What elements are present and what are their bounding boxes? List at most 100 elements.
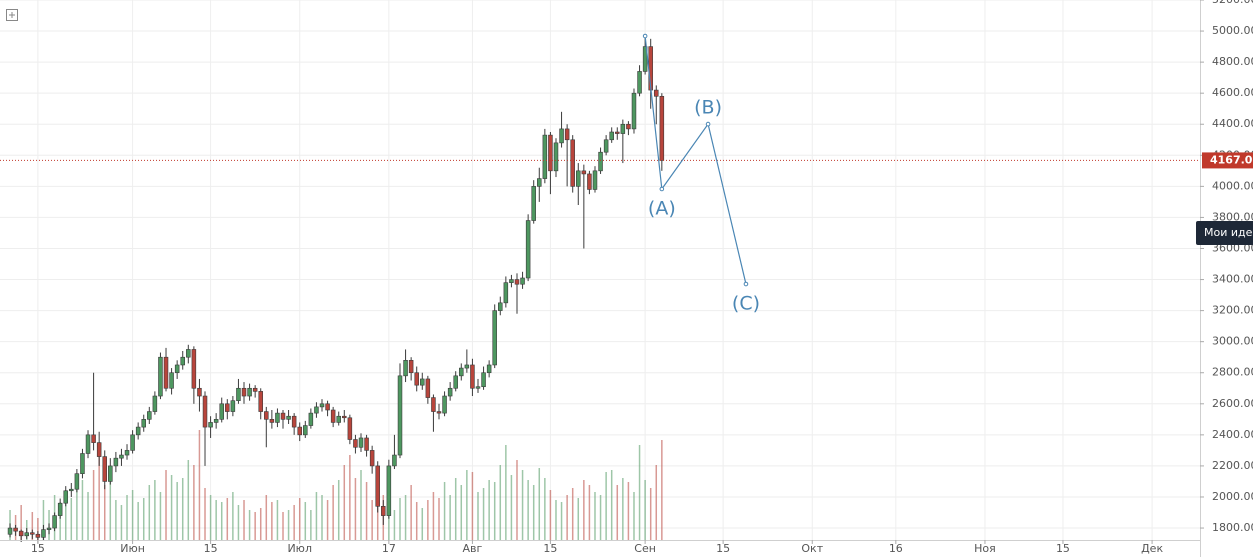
x-tick-label: Авг (463, 542, 483, 555)
candle-body (525, 220, 531, 279)
candle-body (163, 356, 169, 389)
x-tick-label: Июн (120, 542, 145, 555)
candle-body (275, 412, 280, 423)
candle-body (470, 364, 475, 389)
candle-body (141, 419, 146, 428)
candle-body (386, 465, 392, 516)
ideas-button-label[interactable]: Мои идеи (1204, 226, 1253, 239)
candle-body (659, 95, 665, 161)
y-tick-label: 4800.00 (1212, 55, 1253, 68)
candle-body (520, 277, 525, 285)
candle-body (342, 415, 347, 419)
candle-body (353, 439, 358, 448)
candle-body (492, 310, 497, 366)
candle-body (408, 360, 414, 374)
wave-label: (C) (732, 293, 760, 315)
candle-body (80, 453, 85, 474)
candle-body (69, 488, 74, 492)
candle-body (581, 170, 587, 175)
candle-body (592, 170, 598, 190)
y-tick-label: 4600.00 (1212, 86, 1253, 99)
y-tick-label: 2400.00 (1212, 428, 1253, 441)
x-tick-label: Окт (801, 542, 823, 555)
wave-point (743, 281, 749, 287)
candle-body (264, 411, 269, 420)
candle-body (308, 412, 314, 426)
candle-body (208, 422, 213, 428)
candle-body (475, 386, 481, 389)
plot: (A) (B) (C) (0, 33, 1200, 544)
wave-point (642, 33, 648, 39)
x-tick-label: Ноя (974, 542, 996, 555)
candle-body (236, 387, 241, 401)
candle-body (152, 395, 158, 412)
candle-body (576, 170, 581, 187)
candle-body (425, 378, 431, 398)
y-tick-label: 3400.00 (1212, 273, 1253, 286)
candle-body (531, 186, 536, 221)
wave-label: (B) (694, 97, 722, 119)
candle-body (453, 375, 458, 389)
candle-body (330, 409, 336, 423)
y-tick-label: 2000.00 (1212, 490, 1253, 503)
candle-body (169, 372, 174, 389)
candle-body (135, 426, 141, 436)
candle-body (280, 412, 286, 420)
candle-body (347, 417, 353, 440)
candle-body (63, 490, 68, 504)
candle-body (191, 349, 197, 389)
candle-body (314, 406, 319, 414)
candle-body (291, 415, 297, 428)
fullscreen-icon[interactable] (6, 9, 18, 21)
candle-body (303, 425, 308, 436)
axes: 1800.00 2000.00 2200.00 2400.00 2600.00 2800.… (31, 0, 1253, 555)
candle-body (119, 454, 124, 459)
x-tick-label: 17 (382, 542, 396, 555)
candle-body (436, 411, 442, 414)
wave-point (705, 121, 711, 127)
candle-body (553, 142, 559, 172)
candle-body (202, 395, 208, 428)
candle-body (24, 532, 29, 537)
x-tick-label: 15 (716, 542, 730, 555)
candle-body (542, 134, 548, 179)
candle-body (85, 434, 91, 454)
candle-body (358, 437, 364, 448)
x-tick-label: 15 (204, 542, 218, 555)
candle-body (637, 71, 642, 94)
ideas-button[interactable]: Мои идеи (1196, 221, 1253, 245)
candle-body (442, 395, 447, 414)
candle-body (403, 360, 408, 377)
candle-body (615, 131, 620, 134)
candle-body (197, 387, 202, 397)
x-tick-label: 15 (31, 542, 45, 555)
y-tick-label: 4400.00 (1212, 117, 1253, 130)
candle-body (414, 372, 419, 386)
candle-body (13, 527, 18, 532)
candle-body (503, 282, 509, 304)
candle-body (174, 364, 180, 374)
candle-body (46, 527, 52, 530)
candle-body (603, 139, 609, 153)
candle-body (180, 356, 185, 366)
last-price-label: 4167.07 (1210, 153, 1253, 166)
candle-body (369, 450, 375, 467)
x-tick-label: Июл (287, 542, 312, 555)
candle-body (35, 533, 41, 538)
candle-body (397, 375, 403, 456)
y-tick-label: 3000.00 (1212, 335, 1253, 348)
candle-body (609, 131, 614, 141)
last-price-tag (1202, 152, 1253, 169)
candle-body (7, 527, 13, 535)
candle-body (498, 302, 503, 311)
candle-body (219, 403, 224, 420)
candle-body (213, 419, 219, 423)
candle-body (570, 139, 575, 187)
candle-body (91, 434, 96, 443)
wave-label: (A) (648, 198, 676, 220)
candle-body (286, 415, 291, 420)
candle-body (514, 279, 520, 285)
candle-body (364, 437, 369, 451)
x-tick-label: 15 (543, 542, 557, 555)
candle-body (336, 415, 341, 423)
